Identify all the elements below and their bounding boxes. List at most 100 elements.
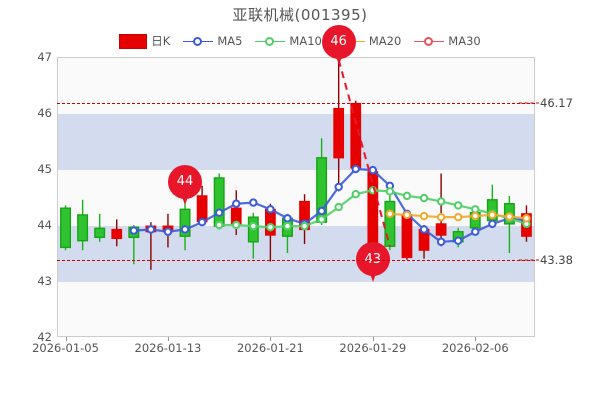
x-axis-tick-label: 2026-02-06 <box>441 341 509 355</box>
ma-point <box>522 214 531 223</box>
candle-body <box>60 207 72 249</box>
trend-connector <box>337 59 391 247</box>
y-axis: 42 43 44 45 46 47 <box>0 0 52 400</box>
ma-point <box>505 212 514 221</box>
candle-body <box>196 195 208 223</box>
low-price-line <box>57 259 535 261</box>
ma-point <box>283 214 292 223</box>
ma-point <box>317 206 326 216</box>
marker-label: 44 <box>176 174 194 190</box>
ma-point <box>471 227 480 236</box>
legend-item-ma30[interactable]: MA30 <box>414 34 481 48</box>
ma-point <box>419 225 429 234</box>
ma-point <box>180 225 190 234</box>
ma-point <box>453 212 463 222</box>
low-price-label: 43.38 <box>540 252 573 267</box>
candle-body <box>367 171 379 247</box>
ma-point <box>385 187 395 196</box>
ma-point <box>197 218 207 227</box>
candle-body <box>94 227 106 239</box>
background-band <box>58 114 534 170</box>
ma-point <box>488 219 497 229</box>
legend-label: MA30 <box>448 34 481 48</box>
legend-item-日k[interactable]: 日K <box>119 33 170 49</box>
candle-body <box>401 214 413 259</box>
x-axis-tick-label: 2026-01-29 <box>339 341 407 355</box>
candle-body <box>77 214 89 242</box>
ma-point <box>334 182 343 192</box>
y-axis-tick-label: 45 <box>37 162 52 176</box>
ma-point <box>334 202 343 212</box>
ma-point <box>351 190 360 199</box>
y-axis-tick-label: 42 <box>37 330 52 344</box>
price-label-dash <box>519 102 539 104</box>
ma-point <box>368 165 378 175</box>
candle-body <box>435 223 447 236</box>
ma-point <box>436 197 446 206</box>
ma-point <box>453 201 463 210</box>
ma-point <box>471 211 480 221</box>
page-title: 亚联机械(001395) <box>232 6 368 24</box>
y-axis-tick-label: 46 <box>37 106 52 120</box>
ma-point <box>129 226 139 235</box>
ma-point <box>488 210 497 220</box>
legend-swatch-line <box>414 36 445 47</box>
ma-point <box>419 193 429 203</box>
ma-point <box>214 220 224 230</box>
x-axis-tick <box>65 337 67 341</box>
x-axis-tick <box>475 337 477 341</box>
candle-body <box>111 228 123 240</box>
legend-label: 日K <box>151 34 171 48</box>
legend-item-ma10[interactable]: MA10 <box>255 34 322 48</box>
ma-point <box>214 208 224 217</box>
marker-bubble <box>168 164 203 199</box>
candle-body <box>384 200 396 247</box>
ma-point <box>232 220 241 230</box>
x-axis-tick-label: 2026-01-21 <box>236 341 304 355</box>
ma-point <box>471 205 480 214</box>
ma-point <box>146 225 156 234</box>
ma-point <box>249 198 258 207</box>
candle-body <box>333 107 345 159</box>
x-axis-tick <box>270 337 272 341</box>
ma-point <box>351 164 360 174</box>
ma-point <box>317 215 326 224</box>
x-axis-tick <box>167 337 169 341</box>
ma-point <box>402 191 412 201</box>
high-price-label: 46.17 <box>540 96 573 111</box>
ma-point <box>249 221 258 231</box>
chart-canvas <box>60 59 532 270</box>
ma-point <box>436 212 446 222</box>
ma-point <box>163 227 173 236</box>
legend-swatch-line <box>255 36 286 47</box>
marker-label: 46 <box>330 34 347 50</box>
candle-body <box>213 177 225 227</box>
ma-point <box>300 221 309 231</box>
ma-point <box>266 205 275 214</box>
y-axis-tick-label: 47 <box>37 50 52 64</box>
marker-bubble <box>321 24 356 59</box>
marker-label: 43 <box>364 251 382 267</box>
candle-body <box>179 208 191 237</box>
ma-point <box>283 221 292 231</box>
legend-item-ma5[interactable]: MA5 <box>183 34 242 48</box>
legend-swatch-kline <box>119 33 148 49</box>
ma-point <box>436 237 446 247</box>
ma-point <box>232 199 241 208</box>
ma-point <box>419 211 429 221</box>
y-axis-tick-label: 44 <box>37 218 52 232</box>
legend-swatch-line <box>183 36 214 47</box>
ma-point <box>453 236 463 245</box>
x-axis-tick-label: 2026-01-05 <box>32 341 99 355</box>
x-axis-tick <box>372 337 374 341</box>
high-price-line <box>57 103 535 105</box>
legend-label: MA10 <box>289 34 322 48</box>
ma-point <box>266 223 275 232</box>
ma-point <box>402 210 412 220</box>
legend-label: MA5 <box>217 34 243 48</box>
price-label-dash <box>519 259 539 261</box>
marker-bubble <box>355 242 390 277</box>
y-axis-tick-label: 43 <box>37 274 52 288</box>
